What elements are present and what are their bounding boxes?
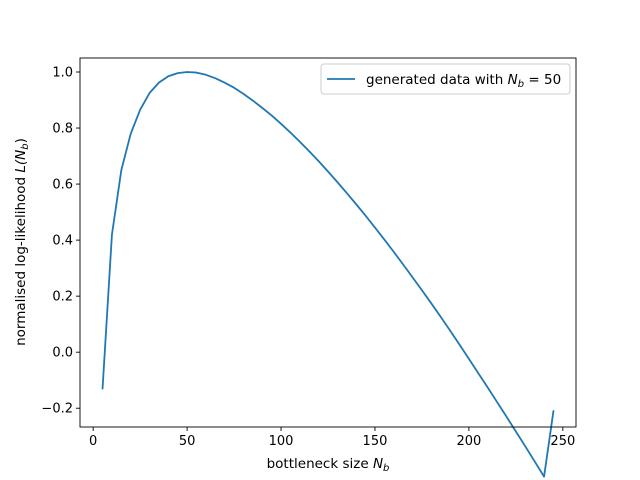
y-tick-label: 0.0 [52,346,73,361]
series-line [101,71,555,478]
axes-frame [79,57,577,428]
x-tick-label: 200 [456,434,481,449]
x-tick-label: 250 [550,434,575,449]
legend-label: generated data with Nb = 50 [366,72,561,90]
plot-area [101,71,555,478]
x-tick-label: 50 [179,434,196,449]
y-tick-label: −0.2 [41,402,73,417]
y-tick-label: 0.2 [52,290,73,305]
y-tick-label: 0.4 [52,234,73,249]
x-axis-label: bottleneck size Nb [267,456,390,474]
y-tick-label: 0.8 [52,122,73,137]
y-tick-label: 0.6 [52,178,73,193]
y-tick-label: 1.0 [52,66,73,81]
x-tick-label: 100 [269,434,294,449]
y-axis-label: normalised log-likelihood L(Nb) [13,138,31,346]
legend-box [320,63,571,95]
legend: generated data with Nb = 50 [320,63,571,95]
axis-ticks: 0 50 100 150 200 250 −0.2 0.0 0.2 0.4 0.6 0.8 1.0 [41,66,575,449]
x-tick-label: 150 [363,434,388,449]
x-tick-label: 0 [89,434,97,449]
